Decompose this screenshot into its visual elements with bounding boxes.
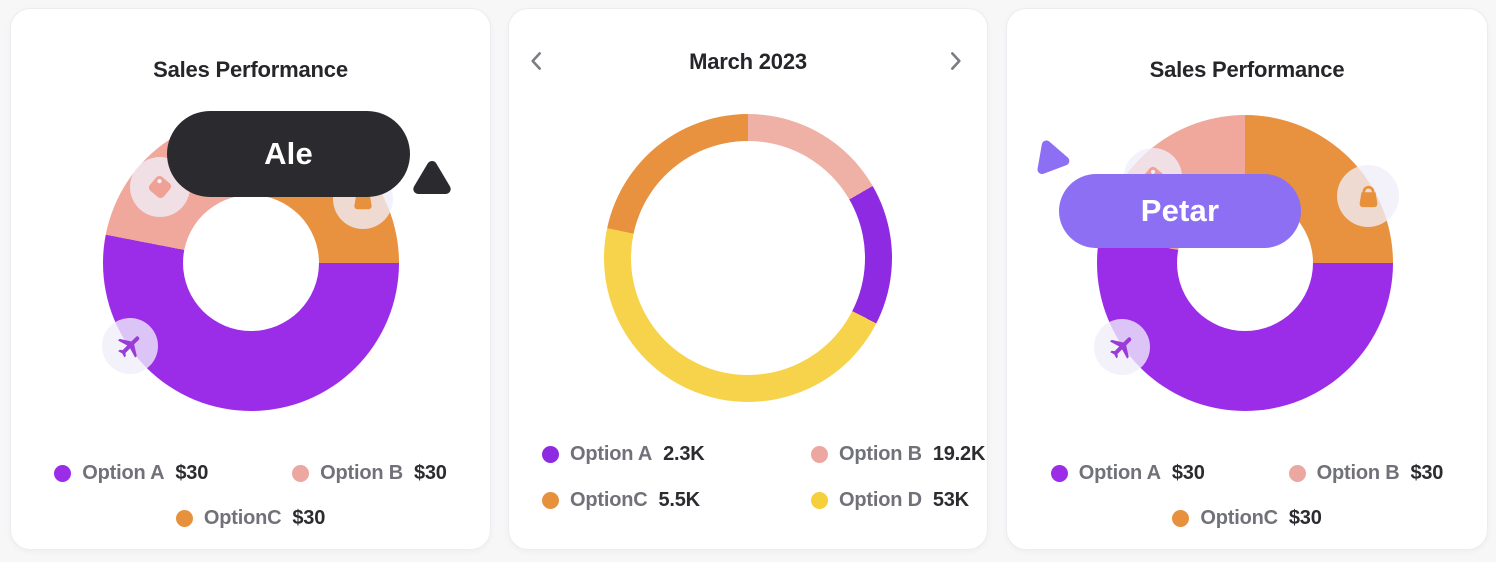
legend-dot	[175, 509, 193, 527]
legend-row: Option A $30 Option B $30	[11, 459, 490, 487]
legend-dot	[811, 445, 828, 463]
legend-value: $30	[175, 461, 209, 484]
sales-card-right: Sales Performance Petar	[1006, 8, 1488, 550]
legend-value: $30	[1288, 506, 1322, 529]
legend-dot	[1172, 509, 1190, 527]
legend-label: Option A	[570, 442, 653, 465]
legend-dot	[1288, 464, 1306, 482]
legend-label: Option A	[1078, 461, 1161, 484]
shopping-bag-badge	[1337, 165, 1399, 227]
legend-label: OptionC	[203, 506, 282, 529]
legend-value: $30	[413, 461, 447, 484]
shopping-bag-icon	[1359, 185, 1377, 207]
legend-row: Option A $30 Option B $30	[1007, 459, 1487, 487]
legend-label: OptionC	[570, 488, 648, 511]
legend-item: OptionC 5.5K	[542, 486, 811, 514]
chevron-right-icon	[950, 52, 961, 70]
airplane-icon	[1109, 337, 1132, 359]
prev-month-button[interactable]	[521, 45, 553, 77]
legend-value: 2.3K	[663, 442, 705, 465]
legend-item: Option A $30	[54, 459, 208, 487]
tag-icon	[148, 175, 172, 199]
legend-row: OptionC $30	[1007, 504, 1487, 532]
legend-dot	[292, 464, 310, 482]
airplane-icon	[117, 336, 140, 358]
month-title: March 2023	[689, 49, 807, 74]
legend-dot	[542, 491, 559, 509]
legend-value: 19.2K	[932, 442, 986, 465]
legend-item: Option D 53K	[811, 486, 985, 514]
legend-value: 53K	[932, 488, 969, 511]
legend-value: $30	[1410, 461, 1444, 484]
collab-cursor-pill-ale: Ale	[167, 111, 410, 197]
collab-cursor-name: Petar	[1140, 193, 1220, 228]
card-title: Sales Performance	[153, 57, 348, 82]
legend-dot	[1050, 464, 1068, 482]
legend-item: Option A 2.3K	[542, 440, 811, 468]
legend: Option A $30 Option B $30 OptionC $30	[11, 459, 490, 532]
legend-row: OptionC $30	[11, 504, 490, 532]
airplane-badge	[102, 318, 158, 374]
legend-value: $30	[292, 506, 326, 529]
legend-label: Option B	[839, 442, 922, 465]
month-chart-card: March 2023 Option A 2.3K Option B 19.2K …	[508, 8, 988, 550]
legend-label: Option B	[1316, 461, 1400, 484]
next-month-button[interactable]	[939, 45, 971, 77]
cursor-pointer-icon	[1037, 140, 1070, 175]
collab-cursor-name: Ale	[264, 136, 313, 171]
legend: Option A 2.3K Option B 19.2K OptionC 5.5…	[542, 440, 985, 514]
legend-value: 5.5K	[658, 488, 700, 511]
sales-card-left: Sales Performance Ale	[10, 8, 491, 550]
legend-dot	[542, 445, 559, 463]
legend-label: Option A	[82, 461, 165, 484]
airplane-badge	[1094, 319, 1150, 375]
chevron-left-icon	[531, 52, 542, 70]
legend-item: OptionC $30	[175, 504, 326, 532]
tag-badge	[130, 157, 190, 217]
legend-dot	[54, 464, 72, 482]
legend-label: Option D	[839, 488, 922, 511]
legend-item: Option B $30	[1288, 459, 1444, 487]
legend-value: $30	[1171, 461, 1205, 484]
legend-item: Option A $30	[1050, 459, 1205, 487]
card-title: Sales Performance	[1149, 57, 1345, 82]
legend-item: Option B 19.2K	[811, 440, 985, 468]
legend-label: Option B	[320, 461, 403, 484]
collab-cursor-pill-petar: Petar	[1059, 174, 1301, 248]
legend-item: Option B $30	[292, 459, 447, 487]
cursor-pointer-icon	[413, 160, 451, 194]
donut-ring-chart[interactable]	[604, 114, 892, 402]
legend-dot	[811, 491, 828, 509]
legend-label: OptionC	[1200, 506, 1278, 529]
legend-item: OptionC $30	[1172, 504, 1322, 532]
legend: Option A $30 Option B $30 OptionC $30	[1007, 459, 1487, 532]
